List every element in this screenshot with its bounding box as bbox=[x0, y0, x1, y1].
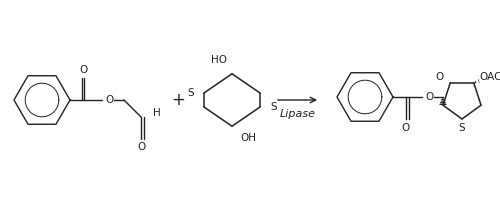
Text: S: S bbox=[458, 123, 466, 133]
Text: O: O bbox=[80, 65, 88, 75]
Text: OAC: OAC bbox=[480, 72, 500, 82]
Text: Lipase: Lipase bbox=[280, 109, 316, 119]
Text: O: O bbox=[137, 142, 145, 152]
Text: HO: HO bbox=[211, 55, 227, 65]
Text: O: O bbox=[425, 92, 433, 102]
Text: OH: OH bbox=[240, 133, 256, 143]
Text: O: O bbox=[435, 72, 443, 82]
Text: H: H bbox=[153, 108, 161, 118]
Text: +: + bbox=[171, 91, 185, 109]
Text: O: O bbox=[402, 123, 410, 133]
Text: S: S bbox=[188, 88, 194, 98]
Text: S: S bbox=[270, 102, 276, 112]
Text: O: O bbox=[105, 95, 113, 105]
